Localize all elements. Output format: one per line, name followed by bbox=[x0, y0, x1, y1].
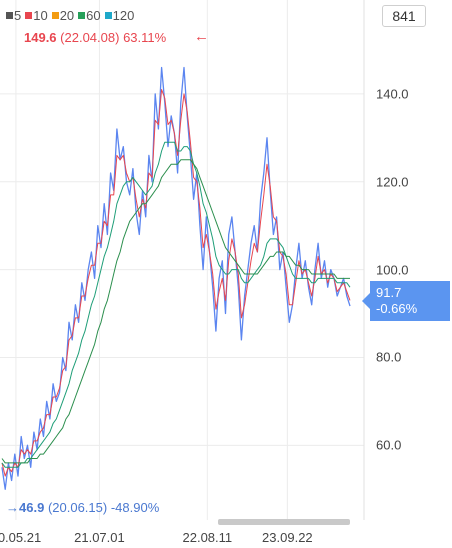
current-price: 91.7 bbox=[376, 285, 402, 300]
period-count-badge[interactable]: 841 bbox=[382, 5, 426, 27]
ma-legend: 5 10 20 60 120 bbox=[6, 6, 136, 24]
legend-swatch-60 bbox=[78, 11, 86, 19]
high-pct: 63.11% bbox=[123, 30, 167, 45]
high-date: (22.04.08) bbox=[60, 30, 120, 45]
legend-swatch-20 bbox=[51, 11, 59, 19]
x-tick-label: 22.08.11 bbox=[182, 530, 233, 545]
y-tick-label: 140.0 bbox=[376, 86, 409, 102]
price-box-pointer bbox=[362, 293, 370, 309]
legend-item-60[interactable]: 60 bbox=[78, 7, 101, 23]
legend-swatch-120 bbox=[104, 11, 112, 19]
scroll-thumb[interactable] bbox=[218, 519, 350, 525]
x-tick-label: 21.07.01 bbox=[74, 530, 125, 545]
legend-label-10: 10 bbox=[33, 7, 48, 23]
legend-item-120[interactable]: 120 bbox=[104, 7, 135, 23]
current-price-box: 91.7 -0.66% bbox=[370, 281, 450, 321]
low-date: (20.06.15) bbox=[47, 500, 108, 515]
legend-item-10[interactable]: 10 bbox=[25, 7, 48, 23]
low-annotation: →46.9 (20.06.15) -48.90% bbox=[6, 500, 159, 515]
high-value: 149.6 bbox=[24, 30, 57, 45]
low-value: 46.9 bbox=[19, 500, 45, 515]
series-layer bbox=[1, 66, 351, 490]
left-arrow-icon: ← bbox=[194, 28, 209, 45]
legend-item-20[interactable]: 20 bbox=[51, 7, 75, 23]
legend-label-20: 20 bbox=[59, 7, 75, 23]
y-tick-label: 120.0 bbox=[376, 174, 409, 190]
legend-label-5: 5 bbox=[14, 7, 22, 23]
legend-item-5[interactable]: 5 bbox=[6, 8, 21, 23]
y-tick-label: 60.0 bbox=[376, 437, 402, 453]
legend-label-120: 120 bbox=[112, 7, 135, 23]
current-change: -0.66% bbox=[376, 301, 418, 316]
x-tick-label: 20.05.21 bbox=[0, 530, 42, 545]
chart-grid bbox=[0, 0, 365, 520]
y-tick-label: 80.0 bbox=[376, 349, 402, 365]
y-tick-label: 100.0 bbox=[376, 262, 409, 278]
legend-swatch-5 bbox=[6, 11, 13, 19]
legend-label-60: 60 bbox=[86, 7, 101, 23]
series-line-ma-teal bbox=[1, 141, 351, 468]
series-line-ma-red bbox=[1, 89, 351, 477]
high-annotation: 149.6 (22.04.08) 63.11% bbox=[24, 30, 166, 45]
right-arrow-icon: → bbox=[6, 500, 19, 515]
low-pct: -48.90% bbox=[110, 500, 160, 515]
legend-swatch-10 bbox=[25, 11, 33, 19]
x-tick-label: 23.09.22 bbox=[262, 530, 313, 545]
scroll-bar-layer bbox=[218, 519, 350, 525]
series-line-ma-green bbox=[1, 159, 350, 464]
